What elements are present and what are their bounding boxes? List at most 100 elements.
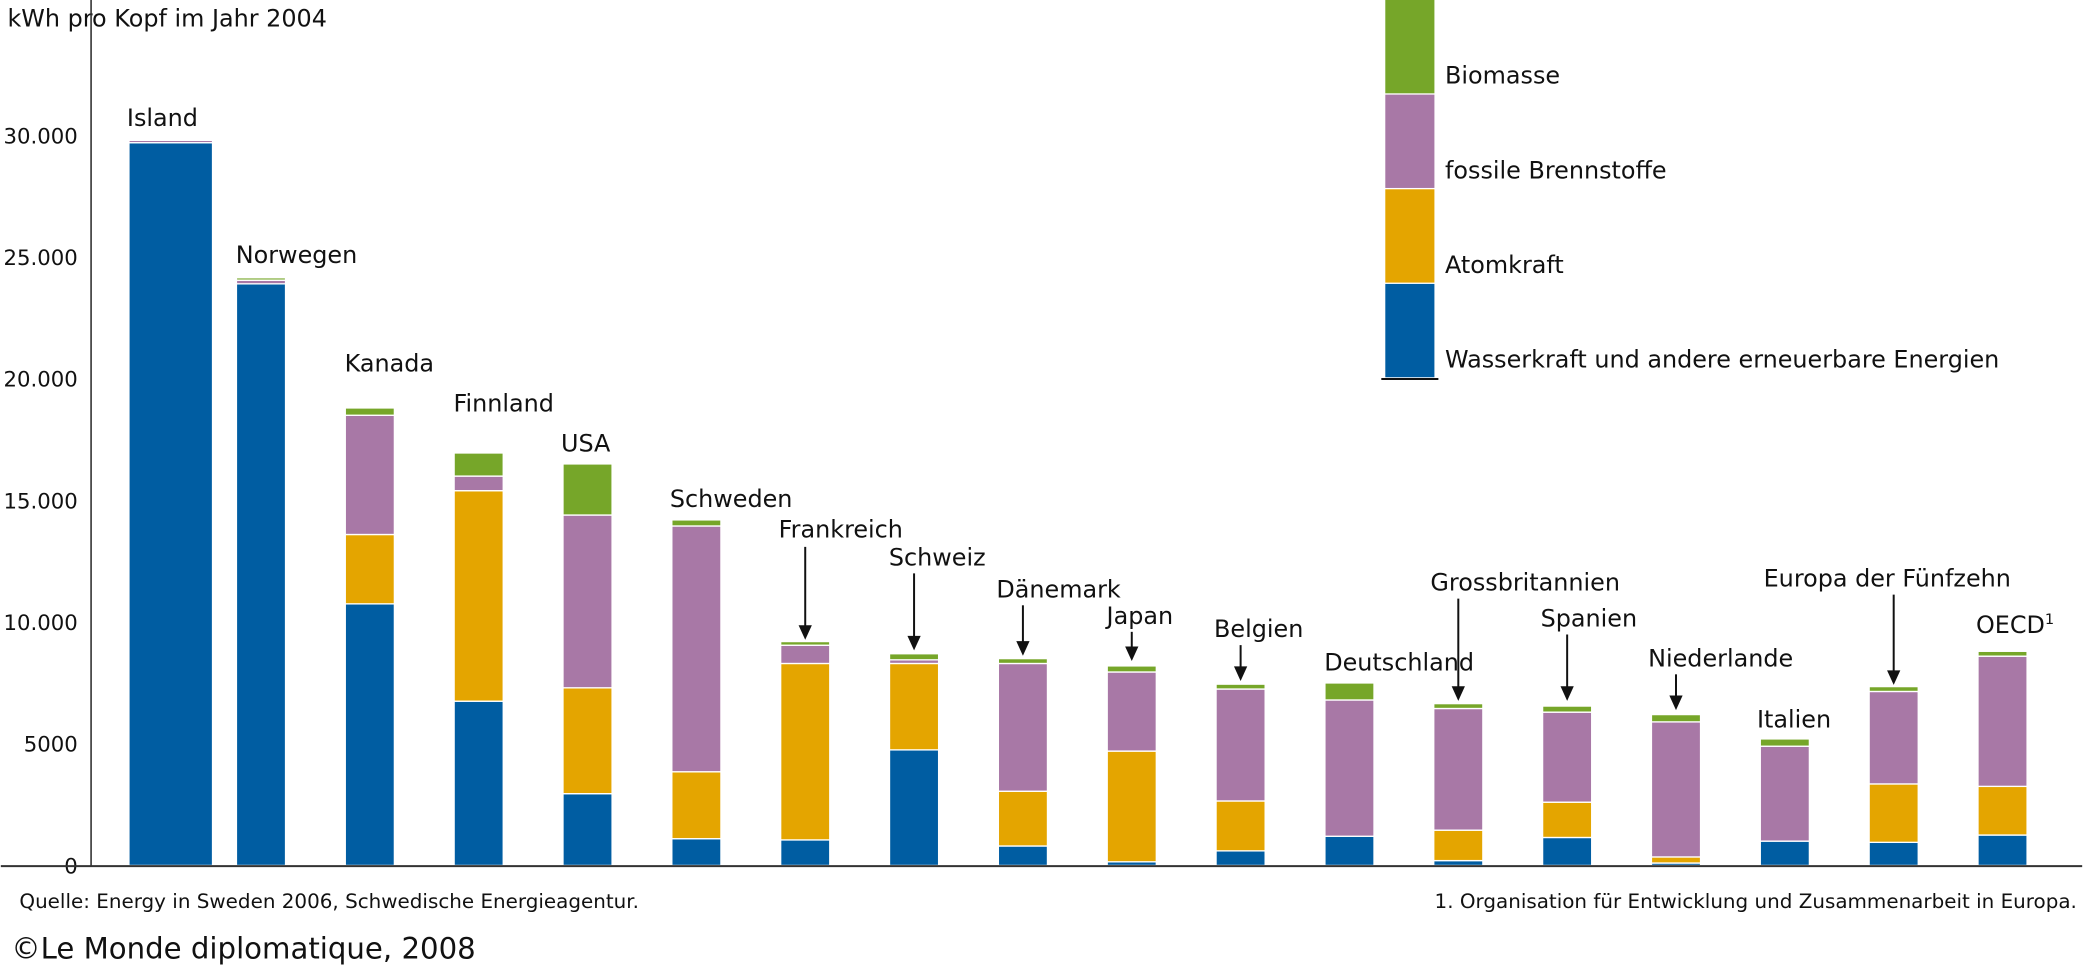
arrow-head <box>798 625 812 640</box>
bar-segment <box>453 490 504 702</box>
y-axis-title: kWh pro Kopf im Jahr 2004 <box>7 5 326 33</box>
bar-group <box>888 653 940 867</box>
bar-segment <box>1650 721 1702 858</box>
bar-segment <box>1650 856 1702 864</box>
bar-segment <box>1868 783 1919 844</box>
arrow-head <box>1887 670 1901 685</box>
bar-segment <box>1324 682 1375 701</box>
bar-segment <box>1106 750 1157 863</box>
bar-segment <box>1433 859 1484 867</box>
legend-swatch <box>1385 189 1435 283</box>
bar-segment <box>888 749 940 867</box>
category-label: Island <box>127 104 198 132</box>
arrow-head <box>1016 641 1030 656</box>
bar-segment <box>997 662 1049 792</box>
bar-group <box>1650 713 1702 867</box>
category-label: Finnland <box>453 389 553 417</box>
bar-segment <box>562 687 613 795</box>
bar-segment <box>888 662 940 751</box>
bar-group <box>1106 665 1157 867</box>
category-label: Kanada <box>345 350 434 378</box>
bar-segment <box>1324 699 1375 837</box>
bar-segment <box>1977 650 2028 657</box>
bar-segment <box>1541 836 1593 867</box>
bar-segment <box>1541 705 1593 713</box>
y-tick-label: 30.000 <box>4 124 78 149</box>
bar-segment <box>997 790 1049 847</box>
bar-segment <box>235 283 287 867</box>
bar-segment <box>344 407 396 416</box>
bar-group <box>1215 683 1266 867</box>
bar-segment <box>128 138 214 141</box>
y-tick-label: 5000 <box>24 733 78 758</box>
arrow-head <box>907 635 921 651</box>
bar-segment <box>344 603 396 867</box>
bar-segment <box>562 793 613 867</box>
bar-group <box>1433 702 1484 867</box>
bar-segment <box>1977 785 2028 836</box>
legend-label: fossile Brennstoffe <box>1445 156 1667 184</box>
bar-segment <box>562 514 613 689</box>
bar-segment <box>888 653 940 661</box>
category-label: USA <box>561 429 611 457</box>
bar-segment <box>1106 671 1157 752</box>
bar-segment <box>344 414 396 536</box>
category-label: Norwegen <box>236 241 357 269</box>
bar-group <box>780 640 831 867</box>
bar-segment <box>780 839 831 867</box>
bar-segment <box>671 525 722 773</box>
copyright: ©Le Monde diplomatique, 2008 <box>11 931 475 965</box>
legend-swatch <box>1385 94 1435 188</box>
category-label: Niederlande <box>1648 644 1793 672</box>
category-label: Frankreich <box>779 516 903 544</box>
bar-segment <box>1433 707 1484 831</box>
bar-segment <box>453 700 504 867</box>
bar-segment <box>1868 841 1919 867</box>
bar-group <box>562 463 613 867</box>
category-label: Europa der Fünfzehn <box>1764 565 2011 593</box>
bar-segment <box>671 771 722 840</box>
bar-segment <box>1433 702 1484 710</box>
bar-group <box>128 138 214 867</box>
category-label: Schweden <box>670 485 793 513</box>
bar-segment <box>1215 683 1266 690</box>
arrow-head <box>1560 686 1574 701</box>
category-label: Deutschland <box>1324 648 1474 676</box>
bar-segment <box>780 640 831 646</box>
bar-segment <box>235 277 287 281</box>
category-label: Dänemark <box>996 575 1121 603</box>
category-label: OECD1 <box>1976 611 2054 639</box>
bar-segment <box>1759 738 1811 747</box>
bar-segment <box>344 533 396 605</box>
bar-group <box>671 519 722 867</box>
bar-segment <box>1650 713 1702 723</box>
source-note: Quelle: Energy in Sweden 2006, Schwedisc… <box>19 890 639 913</box>
y-tick-label: 25.000 <box>4 246 78 271</box>
legend-swatch <box>1385 0 1435 94</box>
arrow-head <box>1451 686 1465 701</box>
bar-group <box>997 657 1049 867</box>
category-label: Schweiz <box>889 543 986 571</box>
bar-segment <box>780 644 831 665</box>
bar-group <box>1868 685 1919 867</box>
category-label: Italien <box>1757 705 1831 733</box>
bar-segment <box>562 463 613 516</box>
bar-group <box>1324 682 1375 867</box>
legend-label: Wasserkraft und andere erneuerbare Energ… <box>1445 346 1999 374</box>
legend: Biomasse fossile Brennstoffe Atomkraft Wass… <box>1381 0 1999 380</box>
bar-segment <box>453 475 504 492</box>
bar-segment <box>780 662 831 841</box>
bar-group <box>1759 738 1811 867</box>
bar-segment <box>1541 711 1593 803</box>
bar-segment <box>1541 801 1593 839</box>
category-label: Spanien <box>1541 605 1638 633</box>
bar-segment <box>1433 829 1484 862</box>
footnote: 1. Organisation für Entwicklung und Zusa… <box>1435 890 2077 913</box>
legend-swatch <box>1385 283 1435 378</box>
y-tick-label: 20.000 <box>4 368 78 393</box>
bar-segment <box>1977 834 2028 867</box>
bar-segment <box>1215 800 1266 852</box>
bar-segment <box>671 838 722 867</box>
bar-segment <box>1106 665 1157 673</box>
